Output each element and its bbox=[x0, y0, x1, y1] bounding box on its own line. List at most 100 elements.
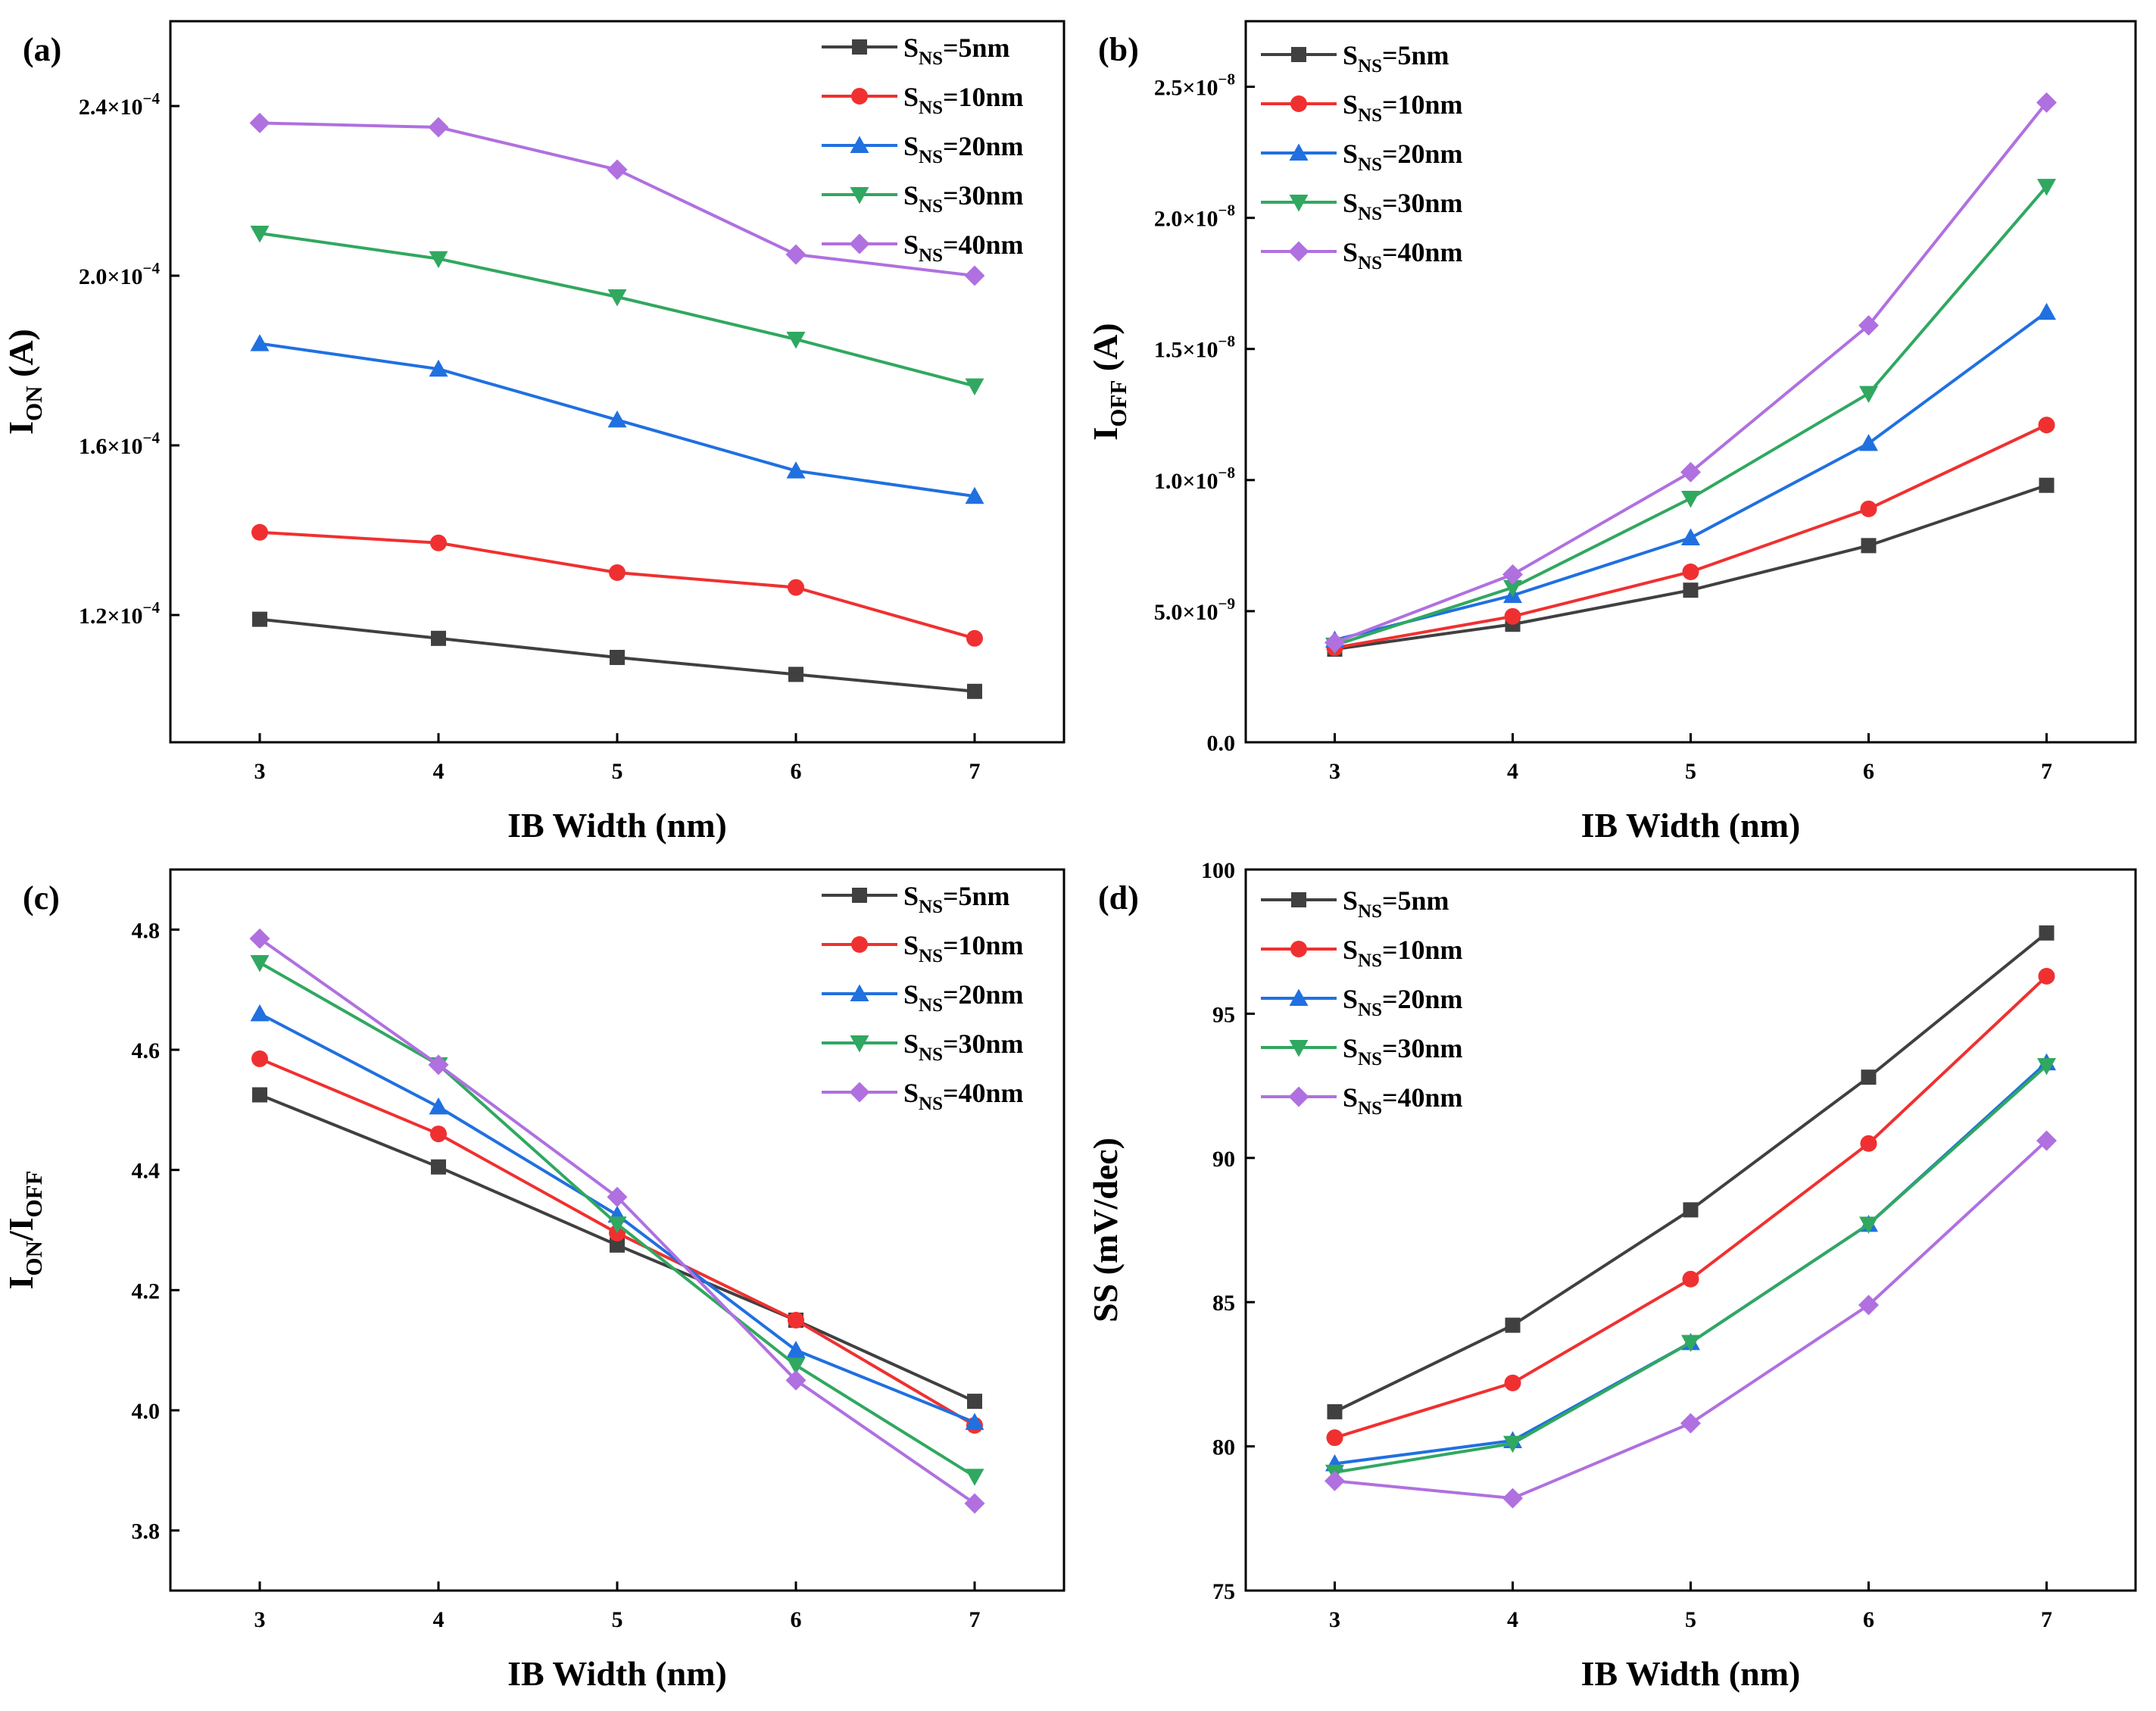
legend-marker bbox=[1291, 47, 1306, 62]
legend-label: SNS=40nm bbox=[903, 1078, 1024, 1114]
x-tick-label: 5 bbox=[1685, 1607, 1696, 1632]
y-tick-label: 2.0×10−4 bbox=[79, 259, 161, 289]
legend-label: SNS=30nm bbox=[1343, 188, 1463, 224]
data-point bbox=[2037, 302, 2056, 320]
series-s-ns-5nm bbox=[252, 1087, 982, 1410]
data-point bbox=[607, 159, 628, 180]
data-point bbox=[788, 667, 803, 682]
series-s-ns-20nm bbox=[1325, 1053, 2056, 1472]
y-tick-mantissa: 2.0×10 bbox=[79, 264, 143, 289]
y-tick-mantissa: 100 bbox=[1201, 858, 1235, 883]
x-tick-label: 7 bbox=[2041, 759, 2052, 784]
x-tick-label: 3 bbox=[1329, 1607, 1340, 1632]
y-tick-mantissa: 4.2 bbox=[132, 1279, 161, 1304]
data-point bbox=[1680, 1413, 1701, 1434]
legend-marker bbox=[1289, 143, 1309, 161]
legend: SNS=5nm SNS=10nm SNS=20nm SNS=30nm SNS=40nm bbox=[822, 33, 1024, 266]
legend-marker bbox=[1289, 1040, 1309, 1057]
legend-label: SNS=30nm bbox=[903, 180, 1024, 217]
y-tick-label: 4.2 bbox=[132, 1279, 161, 1304]
series-s-ns-20nm bbox=[250, 334, 984, 504]
legend-marker bbox=[1289, 988, 1309, 1006]
data-point bbox=[1505, 1317, 1521, 1333]
y-tick-label: 90 bbox=[1212, 1147, 1235, 1172]
data-point bbox=[429, 251, 448, 269]
y-tick-label: 4.8 bbox=[132, 918, 161, 943]
legend-marker bbox=[1289, 195, 1309, 212]
series-s-ns-40nm bbox=[1324, 1130, 2057, 1509]
y-tick-mantissa: 85 bbox=[1212, 1291, 1235, 1316]
chart-panel-d: (d) 3 4 5 6 7 75 80 85 90 95 100 IB Width (nm) SS (mV… bbox=[1086, 858, 2137, 1693]
data-point bbox=[1681, 1335, 1700, 1353]
data-point bbox=[429, 1097, 448, 1115]
y-tick-label: 1.5×10−8 bbox=[1154, 333, 1235, 363]
x-axis-title: IB Width (nm) bbox=[1581, 1654, 1801, 1693]
data-point bbox=[610, 650, 625, 665]
data-point bbox=[1858, 315, 1879, 336]
data-point bbox=[429, 359, 448, 377]
data-point bbox=[786, 332, 806, 349]
y-axis-title: SS (mV/dec) bbox=[1086, 1138, 1125, 1322]
plot-frame bbox=[1244, 20, 2137, 744]
data-point bbox=[965, 1469, 984, 1486]
data-point bbox=[251, 1050, 268, 1067]
plot-frame bbox=[1244, 868, 2137, 1592]
x-axis-title: IB Width (nm) bbox=[507, 1654, 727, 1693]
legend-label: SNS=5nm bbox=[903, 881, 1010, 917]
legend: SNS=5nm SNS=10nm SNS=20nm SNS=30nm SNS=40nm bbox=[1261, 40, 1463, 273]
y-axis-title: IOFF (A) bbox=[1086, 323, 1131, 440]
y-tick-mantissa: 5.0×10 bbox=[1154, 600, 1218, 625]
y-tick-mantissa: 2.4×10 bbox=[79, 95, 143, 120]
data-point bbox=[1860, 1135, 1877, 1152]
data-point bbox=[967, 1394, 982, 1410]
data-point bbox=[786, 1341, 806, 1358]
legend-marker bbox=[1290, 941, 1307, 957]
y-tick-mantissa: 4.8 bbox=[132, 918, 161, 943]
data-point bbox=[428, 1054, 449, 1076]
data-point bbox=[250, 334, 270, 351]
y-tick-label: 4.4 bbox=[132, 1159, 161, 1184]
data-point bbox=[250, 1004, 270, 1022]
data-point bbox=[965, 486, 984, 504]
series-line bbox=[1334, 1064, 2048, 1474]
y-tick-mantissa: 1.2×10 bbox=[79, 604, 143, 629]
y-tick-label: 75 bbox=[1212, 1579, 1235, 1604]
y-tick-mantissa: 1.6×10 bbox=[79, 434, 143, 459]
y-tick-mantissa: 0.0 bbox=[1207, 731, 1236, 756]
data-point bbox=[1504, 607, 1521, 625]
y-tick-mantissa: 90 bbox=[1212, 1147, 1235, 1172]
data-point bbox=[2037, 1057, 2056, 1076]
data-point bbox=[1859, 433, 1878, 451]
y-tick-label: 2.5×10−8 bbox=[1154, 70, 1235, 101]
legend: SNS=5nm SNS=10nm SNS=20nm SNS=30nm SNS=40nm bbox=[1261, 885, 1463, 1119]
series-s-ns-5nm bbox=[1327, 925, 2055, 1419]
legend-label: SNS=5nm bbox=[1343, 40, 1449, 76]
y-tick-mantissa: 2.5×10 bbox=[1154, 76, 1218, 101]
y-tick-mantissa: 4.4 bbox=[132, 1159, 161, 1184]
chart-panel-b: (b)3 4 5 6 70.05.0×10−91.0×10−81.5×10−82.0×1… bbox=[1086, 20, 2137, 845]
legend-marker bbox=[850, 136, 869, 153]
data-point bbox=[788, 1312, 804, 1329]
data-point bbox=[2039, 925, 2055, 941]
legend-label: SNS=40nm bbox=[1343, 1082, 1463, 1119]
data-point bbox=[1859, 1216, 1878, 1234]
y-tick-label: 1.0×10−8 bbox=[1154, 464, 1235, 494]
legend-label: SNS=10nm bbox=[903, 82, 1024, 118]
y-tick-label: 95 bbox=[1212, 1002, 1235, 1027]
y-tick-label: 3.8 bbox=[132, 1519, 161, 1544]
data-point bbox=[2038, 967, 2055, 985]
data-point bbox=[2036, 1130, 2057, 1151]
y-axis-title: ION/IOFF bbox=[2, 1170, 47, 1289]
legend-marker bbox=[1291, 892, 1306, 907]
data-point bbox=[786, 461, 806, 479]
legend-label: SNS=20nm bbox=[903, 979, 1024, 1016]
x-axis-title: IB Width (nm) bbox=[507, 806, 727, 845]
x-tick-label: 5 bbox=[1685, 759, 1696, 784]
y-tick-label: 1.2×10−4 bbox=[79, 598, 161, 629]
x-tick-label: 3 bbox=[254, 759, 266, 784]
y-tick-label: 4.6 bbox=[132, 1038, 161, 1063]
legend-label: SNS=5nm bbox=[903, 33, 1010, 69]
data-point bbox=[250, 954, 270, 973]
x-tick-label: 6 bbox=[791, 1607, 802, 1632]
